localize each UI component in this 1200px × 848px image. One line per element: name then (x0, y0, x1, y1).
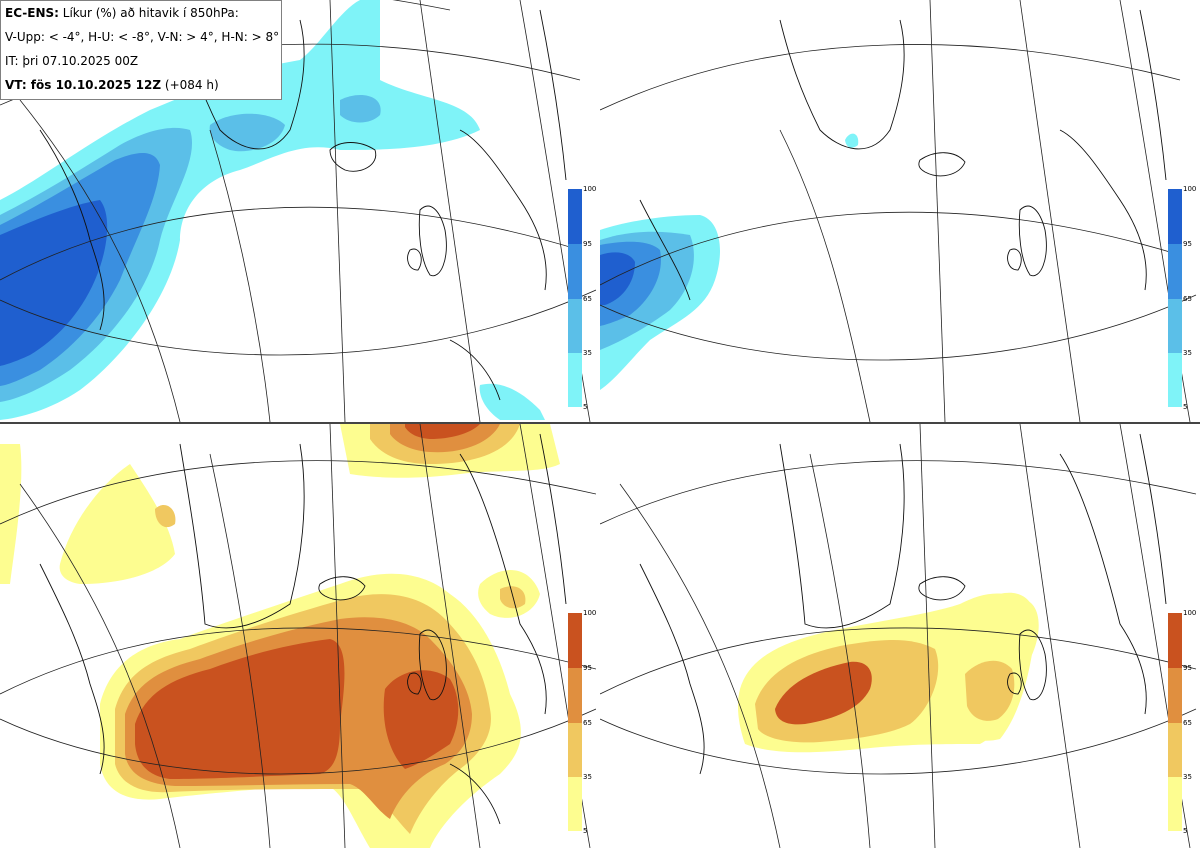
colorbar-tick-35: 35 (1183, 773, 1192, 781)
map-bottom-right (600, 424, 1197, 848)
colorbar-seg-5-35 (1168, 777, 1182, 831)
colorbar-seg-65-95 (568, 244, 582, 299)
colorbar-bottom-right: 100 95 65 35 5 (1168, 610, 1196, 835)
ensemble-name: EC-ENS: (5, 6, 59, 20)
lead-time: (+084 h) (161, 78, 219, 92)
coastlines (639, 433, 1167, 775)
colorbar-bottom-left: 100 95 65 35 5 (568, 610, 596, 835)
colorbar-tick-5: 5 (1183, 403, 1188, 411)
map-panel-bottom-right: 100 95 65 35 5 (600, 424, 1200, 848)
colorbar-seg-35-65 (568, 723, 582, 777)
colorbar-tick-100: 100 (1183, 185, 1197, 193)
info-line-4: VT: fös 10.10.2025 12Z (+084 h) (5, 77, 277, 101)
colorbar-seg-5-35 (568, 353, 582, 407)
colorbar-tick-100: 100 (583, 609, 596, 617)
prob-area-5-w (0, 444, 22, 584)
colorbar-tick-5: 5 (583, 403, 588, 411)
colorbar-tick-95: 95 (1183, 664, 1192, 672)
valid-time: VT: fös 10.10.2025 12Z (5, 78, 162, 92)
colorbar-tick-95: 95 (1183, 240, 1192, 248)
prob-area-5-nw (59, 464, 175, 584)
prob-area-35-e (965, 660, 1015, 721)
prob-area-5-sw (479, 383, 545, 420)
colorbar-seg-95-100 (568, 189, 582, 244)
colorbar-tick-95: 95 (583, 240, 592, 248)
panel-separator-vertical (596, 0, 600, 848)
colorbar-tick-100: 100 (583, 185, 596, 193)
info-line-2: V-Upp: < -4°, H-U: < -8°, V-N: > 4°, H-N… (5, 30, 280, 44)
prob-area-95-e (383, 670, 459, 769)
coastlines (639, 9, 1167, 301)
colorbar-top-right: 100 95 65 35 5 (1168, 186, 1196, 411)
colorbar-seg-95-100 (568, 613, 582, 668)
prob-area-95 (0, 200, 108, 366)
map-panel-top-left: EC-ENS: Líkur (%) að hitavik í 850hPa: V… (0, 0, 596, 422)
info-line-3: IT: þri 07.10.2025 00Z (5, 54, 139, 68)
colorbar-tick-65: 65 (583, 719, 592, 727)
map-bottom-left (0, 424, 596, 848)
info-line-1: EC-ENS: Líkur (%) að hitavik í 850hPa: (5, 5, 277, 29)
colorbar-seg-5-35 (568, 777, 582, 831)
colorbar-top-left: 100 95 65 35 5 (568, 186, 596, 411)
panel-separator-horizontal (0, 422, 1200, 424)
coastlines (39, 9, 567, 401)
prob-area-95 (775, 661, 872, 725)
colorbar-tick-65: 65 (1183, 295, 1192, 303)
colorbar-tick-65: 65 (1183, 719, 1192, 727)
colorbar-tick-5: 5 (583, 827, 588, 835)
colorbar-tick-65: 65 (583, 295, 592, 303)
colorbar-seg-95-100 (1168, 189, 1182, 244)
colorbar-seg-65-95 (1168, 244, 1182, 299)
colorbar-seg-65-95 (568, 668, 582, 723)
map-top-left (0, 0, 596, 422)
prob-area-95 (600, 252, 635, 305)
colorbar-tick-35: 35 (1183, 349, 1192, 357)
field-description: Líkur (%) að hitavik í 850hPa: (58, 6, 239, 20)
map-panel-bottom-left: 100 95 65 35 5 (0, 424, 596, 848)
map-top-right (600, 0, 1197, 422)
prob-area-5-n (845, 133, 859, 148)
colorbar-tick-95: 95 (583, 664, 592, 672)
colorbar-seg-35-65 (1168, 723, 1182, 777)
colorbar-tick-5: 5 (1183, 827, 1188, 835)
prob-area-95 (135, 639, 345, 779)
coastlines (39, 433, 567, 825)
colorbar-seg-5-35 (1168, 353, 1182, 407)
forecast-info-box: EC-ENS: Líkur (%) að hitavik í 850hPa: V… (0, 0, 282, 100)
colorbar-seg-35-65 (568, 299, 582, 353)
prob-area-35-ice (340, 95, 381, 123)
colorbar-tick-35: 35 (583, 349, 592, 357)
prob-area-35-n (209, 113, 285, 152)
graticule (600, 424, 1197, 848)
prob-area-95-n (405, 424, 480, 439)
colorbar-seg-35-65 (1168, 299, 1182, 353)
colorbar-tick-100: 100 (1183, 609, 1197, 617)
map-panel-top-right: 100 95 65 35 5 (600, 0, 1200, 422)
prob-area-35-nw (155, 504, 176, 528)
colorbar-seg-65-95 (1168, 668, 1182, 723)
colorbar-seg-95-100 (1168, 613, 1182, 668)
colorbar-tick-35: 35 (583, 773, 592, 781)
graticule (600, 0, 1197, 422)
